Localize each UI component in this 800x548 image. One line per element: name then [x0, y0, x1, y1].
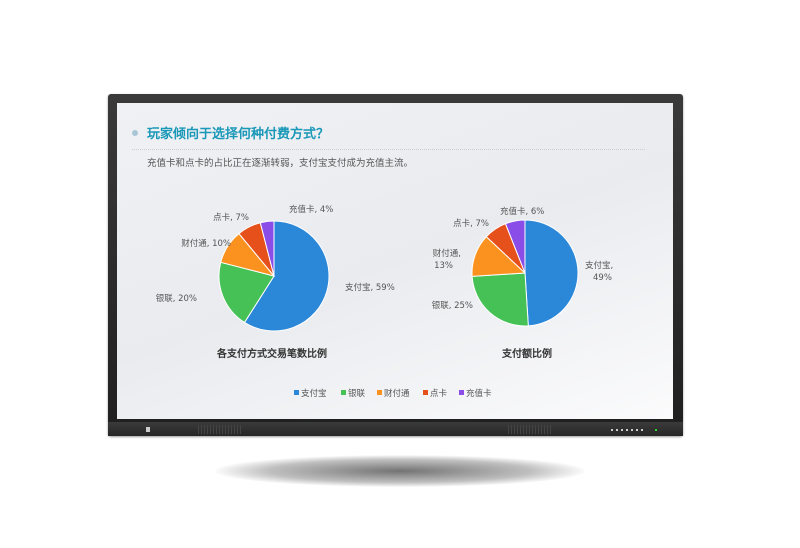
legend-swatch [341, 390, 346, 395]
pie-slice-4[interactable] [259, 220, 275, 277]
monitor: 玩家倾向于选择何种付费方式？ 充值卡和点卡的占比正在逐渐转弱，支付宝支付成为充值… [108, 94, 683, 436]
monitor-bottom-bezel [108, 422, 683, 436]
chart-title-transactions: 各支付方式交易笔数比例 [216, 347, 327, 360]
slice-label: 充值卡, 4% [289, 204, 333, 215]
slice-label: 充值卡, 6% [500, 206, 544, 217]
legend-item[interactable]: 银联 [348, 388, 366, 399]
pie-slice-1[interactable] [218, 261, 275, 324]
legend-item[interactable]: 充值卡 [466, 388, 492, 399]
pie-slice-1[interactable] [471, 272, 529, 327]
slice-label: 点卡, 7% [213, 212, 249, 223]
chart-title-amount: 支付额比例 [501, 347, 552, 360]
slide-title: 玩家倾向于选择何种付费方式？ [147, 127, 330, 142]
slice-label: 支付宝, 59% [345, 282, 395, 293]
pie-slice-4[interactable] [504, 219, 526, 274]
legend-swatch [423, 390, 428, 395]
slice-label: 支付宝, 49% [585, 260, 613, 283]
title-bullet [132, 130, 138, 136]
legend-item[interactable]: 财付通 [384, 388, 410, 399]
slice-label: 银联, 20% [156, 293, 197, 304]
pie-slice-0[interactable] [243, 220, 330, 332]
legend-item[interactable]: 点卡 [430, 388, 448, 399]
pie-chart-transactions: 支付宝, 59% 银联, 20% 财付通, 10% 点卡, 7% 充值卡, 4% [156, 204, 395, 332]
legend-swatch [459, 390, 464, 395]
legend-item[interactable]: 支付宝 [301, 388, 327, 399]
pie-chart-amount: 支付宝, 49% 银联, 25% 财付通, 13% 点卡, 7% 充值卡, 6% [432, 206, 613, 327]
legend-swatch [377, 390, 382, 395]
speaker-grille-left [198, 425, 243, 434]
slice-label: 银联, 25% [432, 300, 473, 311]
legend: 支付宝 银联 财付通 点卡 充值卡 [294, 388, 492, 399]
legend-swatch [294, 390, 299, 395]
screen: 玩家倾向于选择何种付费方式？ 充值卡和点卡的占比正在逐渐转弱，支付宝支付成为充值… [117, 103, 673, 419]
monitor-shadow [215, 455, 585, 487]
slide-subtitle: 充值卡和点卡的占比正在逐渐转弱，支付宝支付成为充值主流。 [147, 158, 414, 169]
brand-logo [146, 427, 150, 432]
speaker-grille-right [508, 425, 553, 434]
divider [132, 149, 645, 150]
power-led [655, 429, 657, 431]
control-buttons[interactable] [611, 429, 643, 431]
pie-slice-0[interactable] [524, 219, 579, 327]
slice-label: 财付通, 13% [433, 248, 461, 271]
slice-label: 财付通, 10% [181, 238, 231, 249]
slice-label: 点卡, 7% [453, 218, 489, 229]
